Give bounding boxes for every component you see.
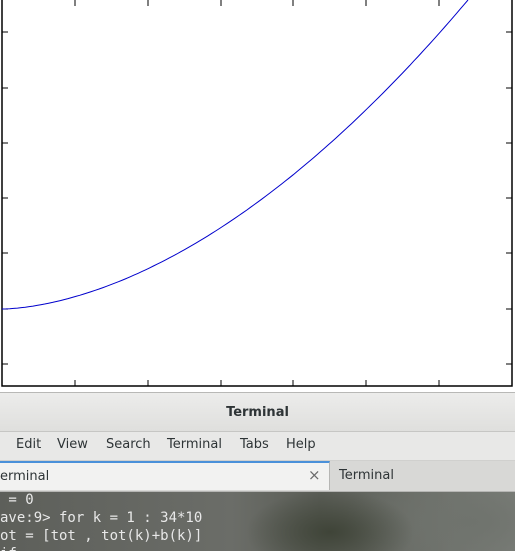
window-titlebar[interactable]: Terminal xyxy=(0,393,515,432)
menu-tabs[interactable]: Tabs xyxy=(240,437,269,452)
console-line: ot = [tot , tot(k)+b(k)] xyxy=(0,527,202,545)
window-title: Terminal xyxy=(226,405,289,420)
console-line: ave:9> for k = 1 : 34*10 xyxy=(0,509,202,527)
tab-terminal-inactive[interactable]: Terminal xyxy=(331,463,515,490)
console-line: if xyxy=(0,545,17,551)
close-icon[interactable]: × xyxy=(308,466,321,484)
menu-view[interactable]: View xyxy=(57,437,88,452)
tab-label: Terminal xyxy=(339,468,394,483)
menu-bar: Edit View Search Terminal Tabs Help xyxy=(0,432,515,461)
menu-search[interactable]: Search xyxy=(106,437,151,452)
plot-curve xyxy=(2,0,468,309)
menu-terminal[interactable]: Terminal xyxy=(167,437,222,452)
plot-canvas xyxy=(0,0,515,392)
tab-bar: erminal × Terminal xyxy=(0,461,515,492)
console-line: = 0 xyxy=(0,492,34,509)
terminal-window: Terminal Edit View Search Terminal Tabs … xyxy=(0,392,515,551)
axis-ticks xyxy=(2,0,512,386)
tab-terminal-active[interactable]: erminal × xyxy=(0,461,330,490)
tab-label: erminal xyxy=(0,469,49,484)
menu-help[interactable]: Help xyxy=(286,437,316,452)
menu-edit[interactable]: Edit xyxy=(16,437,41,452)
plot-figure xyxy=(0,0,515,392)
plot-frame xyxy=(2,0,512,386)
terminal-console[interactable]: = 0 ave:9> for k = 1 : 34*10 ot = [tot ,… xyxy=(0,492,515,551)
